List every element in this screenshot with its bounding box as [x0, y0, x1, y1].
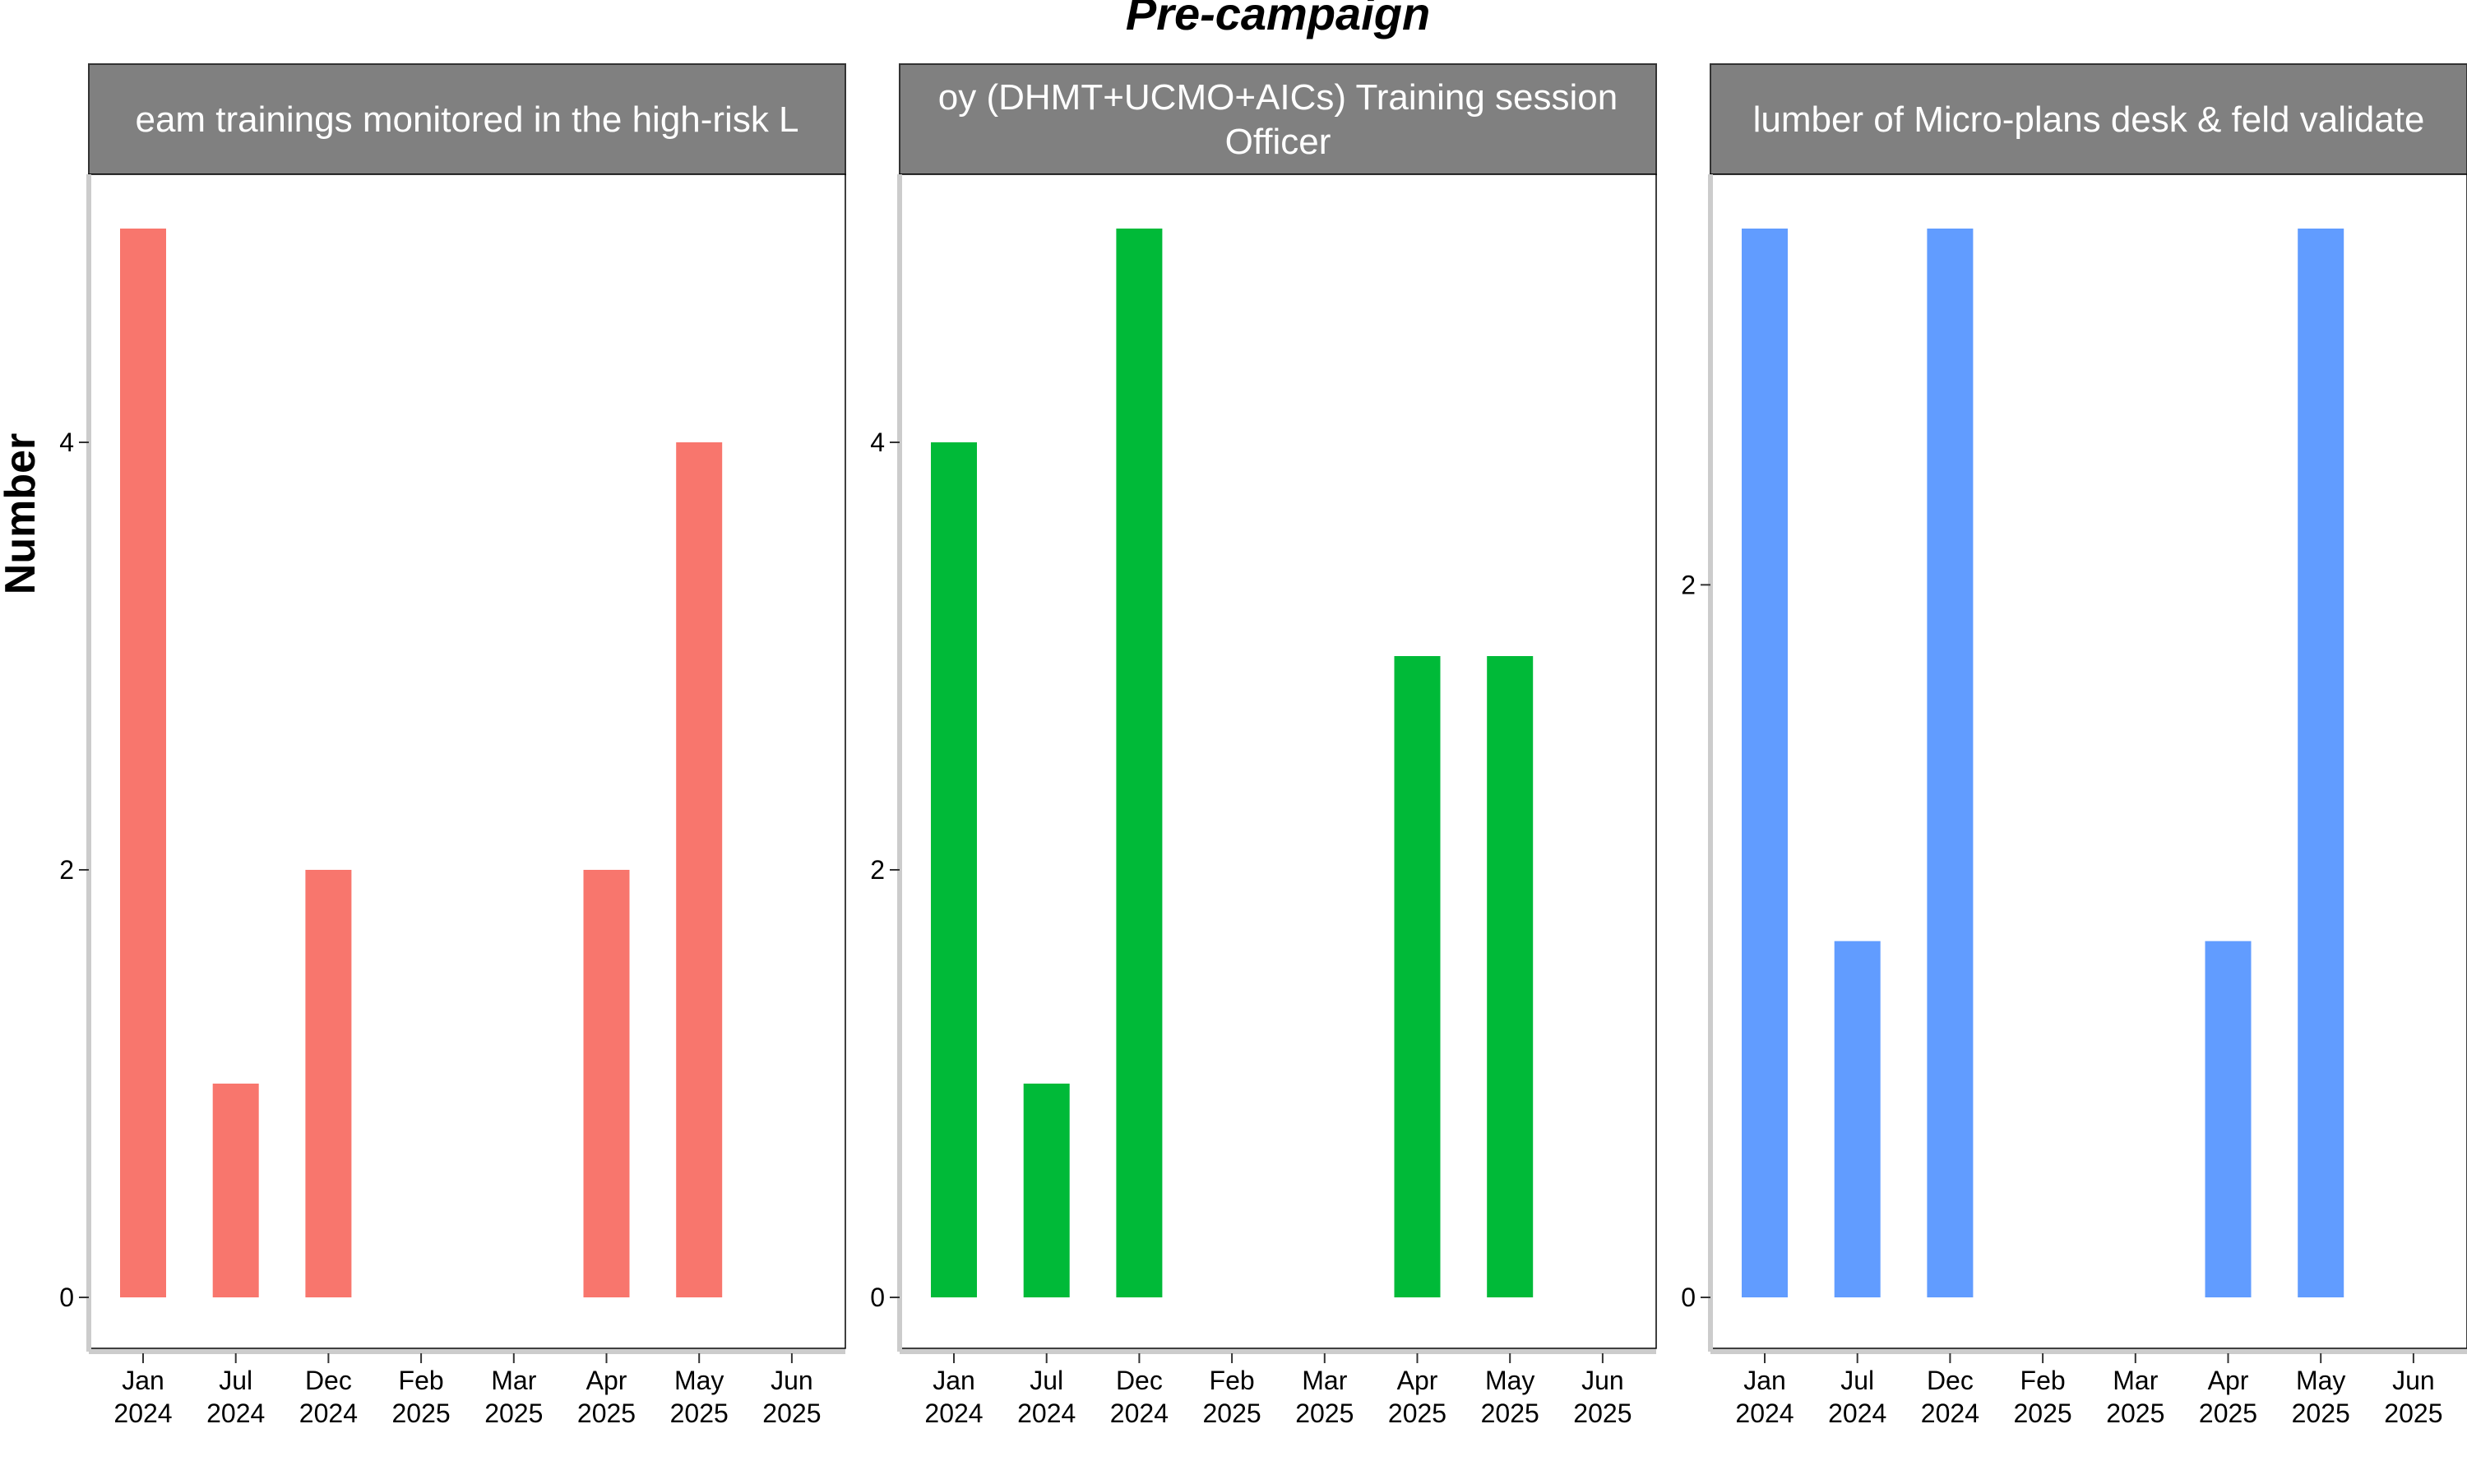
x-tick-label-month: May [1485, 1366, 1534, 1395]
facet-strip-label: eam trainings monitored in the high-risk… [135, 99, 798, 140]
x-tick-label-month: Mar [2113, 1366, 2158, 1395]
bar [212, 1084, 259, 1297]
x-tick-label-year: 2025 [2106, 1398, 2164, 1428]
x-tick-label-year: 2024 [924, 1398, 983, 1428]
y-tick-label: 2 [1681, 570, 1696, 599]
x-tick-label-year: 2025 [670, 1398, 729, 1428]
plot-panel [899, 173, 1657, 1349]
x-tick-label-month: Dec [1116, 1366, 1163, 1395]
x-tick-label-year: 2024 [113, 1398, 172, 1428]
facet-strip-label: Officer [1225, 122, 1331, 162]
x-tick-label-year: 2025 [392, 1398, 451, 1428]
plot-panel [1710, 173, 2467, 1349]
x-tick-label-month: May [2296, 1366, 2345, 1395]
x-tick-label-year: 2025 [2384, 1398, 2442, 1428]
x-tick-label-year: 2025 [2014, 1398, 2072, 1428]
panel-3: lumber of Micro-plans desk & feld valida… [1681, 63, 2467, 1428]
x-tick-label-month: Dec [305, 1366, 352, 1395]
x-tick-label-month: Jan [1743, 1366, 1786, 1395]
x-tick-label-year: 2025 [577, 1398, 636, 1428]
bar [2298, 229, 2344, 1297]
bar [1487, 656, 1534, 1297]
facet-strip-label: oy (DHMT+UCMO+AICs) Training session [938, 77, 1618, 118]
bar [931, 442, 977, 1297]
x-tick-label-year: 2024 [1921, 1398, 1979, 1428]
y-tick-label: 4 [59, 428, 74, 457]
x-tick-label-year: 2025 [1481, 1398, 1539, 1428]
bar [1834, 941, 1881, 1297]
facet-strip [1710, 63, 2467, 175]
y-axis-label: Number [0, 433, 44, 594]
x-tick-label-year: 2025 [762, 1398, 821, 1428]
x-tick-label-year: 2025 [1295, 1398, 1354, 1428]
x-tick-label-month: Apr [586, 1366, 627, 1395]
x-tick-label-year: 2025 [1203, 1398, 1261, 1428]
x-tick-label-year: 2024 [1828, 1398, 1886, 1428]
x-tick-label-year: 2024 [1735, 1398, 1794, 1428]
x-tick-label-month: Jul [1030, 1366, 1063, 1395]
y-tick-label: 0 [1681, 1283, 1696, 1312]
facet-strip [88, 63, 846, 175]
y-tick-label: 2 [870, 855, 885, 885]
x-tick-label-month: Jul [1840, 1366, 1874, 1395]
x-tick-label-month: Feb [399, 1366, 444, 1395]
bar [676, 442, 723, 1297]
bar [1116, 229, 1163, 1297]
x-tick-label-year: 2024 [299, 1398, 358, 1428]
bar [2205, 941, 2252, 1297]
bar [120, 229, 166, 1297]
x-tick-label-month: Apr [2208, 1366, 2249, 1395]
x-tick-label-year: 2024 [1017, 1398, 1076, 1428]
x-tick-label-month: Feb [1210, 1366, 1255, 1395]
y-tick-label: 0 [59, 1283, 74, 1312]
facet-strip-text-group: eam trainings monitored in the high-risk… [135, 99, 798, 140]
x-tick-label-year: 2025 [2292, 1398, 2350, 1428]
x-tick-label-month: Jun [771, 1366, 813, 1395]
x-tick-label-month: Jul [219, 1366, 252, 1395]
bar [1023, 1084, 1070, 1297]
x-tick-label-month: Mar [491, 1366, 536, 1395]
x-tick-label-month: Apr [1397, 1366, 1438, 1395]
x-tick-label-month: Jun [1581, 1366, 1624, 1395]
x-tick-label-year: 2025 [1388, 1398, 1446, 1428]
bar [305, 870, 352, 1297]
panel-2: oy (DHMT+UCMO+AICs) Training sessionOffi… [870, 63, 1657, 1428]
x-tick-label-month: Mar [1302, 1366, 1347, 1395]
y-tick-label: 4 [870, 428, 885, 457]
x-tick-label-year: 2025 [1573, 1398, 1632, 1428]
x-tick-label-month: Jan [933, 1366, 975, 1395]
x-tick-label-month: Dec [1927, 1366, 1974, 1395]
x-tick-label-year: 2024 [1110, 1398, 1169, 1428]
x-tick-label-year: 2024 [206, 1398, 265, 1428]
chart-title: Pre-campaign [1126, 0, 1430, 39]
facet-strip-text-group: lumber of Micro-plans desk & feld valida… [1753, 99, 2425, 140]
x-tick-label-month: Jun [2392, 1366, 2435, 1395]
x-tick-label-month: Jan [122, 1366, 164, 1395]
bar [1927, 229, 1974, 1297]
x-tick-label-year: 2025 [484, 1398, 543, 1428]
x-tick-label-month: Feb [2020, 1366, 2066, 1395]
bar [1394, 656, 1441, 1297]
y-tick-label: 0 [870, 1283, 885, 1312]
bar [1742, 229, 1788, 1297]
facet-strip-label: lumber of Micro-plans desk & feld valida… [1753, 99, 2425, 140]
facet-strip-text-group: oy (DHMT+UCMO+AICs) Training sessionOffi… [938, 77, 1618, 162]
bar [583, 870, 630, 1297]
panel-1: eam trainings monitored in the high-risk… [59, 63, 846, 1428]
facet-strip [899, 63, 1657, 175]
x-tick-label-month: May [674, 1366, 724, 1395]
plot-panel [88, 173, 846, 1349]
y-tick-label: 2 [59, 855, 74, 885]
x-tick-label-year: 2025 [2199, 1398, 2257, 1428]
